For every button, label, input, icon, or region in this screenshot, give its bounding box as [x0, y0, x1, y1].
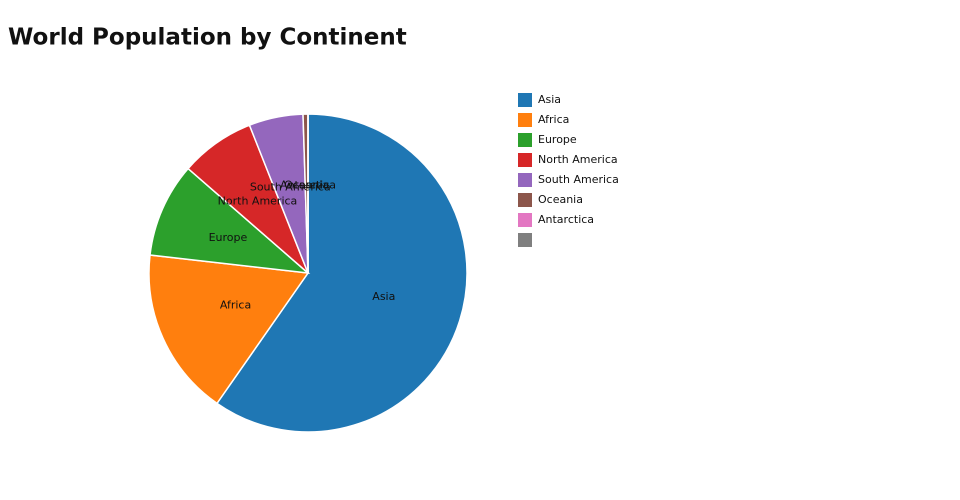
- legend-swatch: [518, 173, 532, 187]
- legend-label: Asia: [538, 93, 561, 106]
- pie-slice: [149, 167, 311, 275]
- legend-swatch: [518, 153, 532, 167]
- legend-swatch: [518, 233, 532, 247]
- pie-slice: [148, 254, 310, 405]
- legend-label: North America: [538, 153, 618, 166]
- legend-swatch: [518, 93, 532, 107]
- slice-label: South America: [250, 180, 331, 193]
- legend-swatch: [518, 193, 532, 207]
- chart-title: World Population by Continent: [8, 25, 407, 51]
- slice-label: North America: [218, 195, 298, 208]
- legend-label: Antarctica: [538, 213, 594, 226]
- legend-label: Africa: [538, 113, 569, 126]
- slice-label: Antarctica: [280, 179, 336, 192]
- slice-label: Oceania: [284, 179, 329, 192]
- slice-label: Asia: [372, 290, 395, 303]
- legend-label: South America: [538, 173, 619, 186]
- legend-label: Europe: [538, 133, 577, 146]
- slice-label: Africa: [220, 299, 251, 312]
- pie-slice: [215, 113, 468, 433]
- legend-swatch: [518, 113, 532, 127]
- legend-swatch: [518, 133, 532, 147]
- slice-label: Europe: [209, 231, 248, 244]
- legend-label: Oceania: [538, 193, 583, 206]
- legend-swatch: [518, 213, 532, 227]
